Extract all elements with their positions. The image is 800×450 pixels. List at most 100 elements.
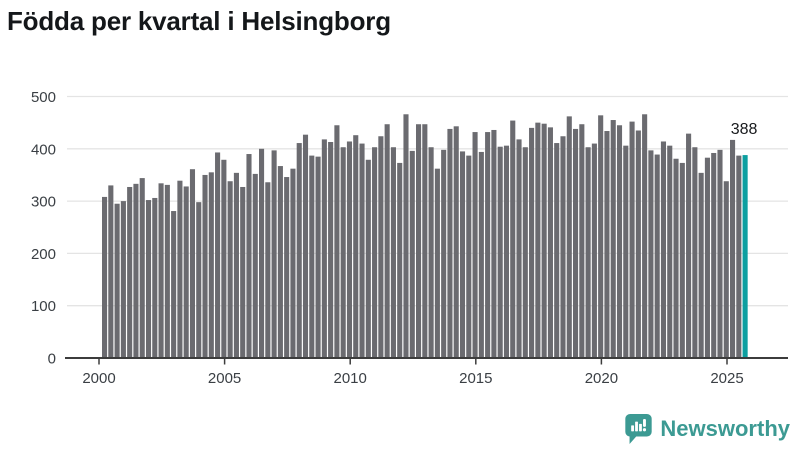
bar <box>510 120 516 358</box>
bar <box>686 133 692 358</box>
bar <box>152 197 158 358</box>
bar <box>145 200 152 358</box>
bar <box>541 123 547 358</box>
bar <box>183 186 189 358</box>
bar <box>547 127 553 358</box>
bar <box>171 211 177 358</box>
bar <box>240 186 246 358</box>
y-tick-label: 0 <box>48 351 56 368</box>
bar <box>604 131 610 358</box>
bar <box>397 162 403 358</box>
bar <box>252 173 258 358</box>
bar <box>309 155 315 358</box>
bar <box>717 149 723 358</box>
bar <box>346 141 353 358</box>
y-tick-label: 400 <box>31 141 56 158</box>
x-tick-label: 2010 <box>334 370 367 387</box>
bar <box>516 139 522 358</box>
bar <box>472 132 478 358</box>
bar <box>491 129 497 358</box>
x-tick-label: 2020 <box>585 370 618 387</box>
bar <box>736 155 742 358</box>
bar <box>409 150 415 358</box>
bar <box>315 156 321 358</box>
bar <box>560 136 566 358</box>
bar <box>378 136 384 358</box>
bar <box>259 148 265 358</box>
bar <box>390 147 396 358</box>
bar <box>102 196 108 358</box>
x-tick-label: 2005 <box>208 370 241 387</box>
bar-chart-speech-bubble-icon <box>625 413 653 445</box>
bar <box>573 128 579 358</box>
bar <box>579 124 585 358</box>
bar <box>441 149 447 358</box>
bar <box>296 143 302 358</box>
y-tick-label: 100 <box>31 298 56 315</box>
bar <box>215 152 221 358</box>
bar <box>623 145 629 358</box>
bar <box>196 202 202 358</box>
y-tick-label: 200 <box>31 246 56 263</box>
bar <box>353 135 359 358</box>
bar <box>635 130 641 358</box>
y-tick-label: 500 <box>31 89 56 106</box>
bar <box>522 147 528 358</box>
bar <box>284 177 290 358</box>
bar <box>403 114 409 358</box>
x-tick-label: 2015 <box>459 370 492 387</box>
bar <box>384 124 390 358</box>
bar <box>648 150 654 358</box>
bar <box>221 159 227 358</box>
bar <box>302 134 309 358</box>
bar <box>554 143 560 358</box>
bar <box>642 114 648 358</box>
bar <box>321 139 327 358</box>
bar <box>428 147 434 358</box>
bar <box>660 141 667 358</box>
bar <box>598 115 604 358</box>
bar <box>723 181 729 358</box>
bar <box>453 126 459 358</box>
bar <box>679 162 685 358</box>
bar <box>485 132 491 358</box>
bar <box>673 158 679 358</box>
bar <box>466 155 472 358</box>
highlighted-bar <box>742 155 748 358</box>
newsworthy-logo[interactable]: Newsworthy <box>624 413 790 445</box>
y-tick-label: 300 <box>31 194 56 211</box>
bar <box>610 120 616 358</box>
bar <box>698 172 704 358</box>
y-axis-labels: 0 100 200 300 400 500 <box>31 89 56 368</box>
bar <box>265 182 271 358</box>
bar <box>422 124 428 358</box>
bar <box>177 180 183 358</box>
bar <box>202 174 208 358</box>
bar <box>730 139 736 358</box>
bar <box>139 178 145 358</box>
bar <box>365 159 371 358</box>
bar <box>359 143 365 358</box>
bar <box>535 122 541 359</box>
bar <box>227 181 233 358</box>
bar <box>629 121 635 358</box>
bar <box>566 116 572 359</box>
bar <box>208 172 214 358</box>
bar <box>120 201 126 358</box>
bar <box>692 147 698 358</box>
bar <box>246 154 252 358</box>
bar <box>497 146 503 358</box>
bar <box>114 203 120 358</box>
bar <box>503 145 510 358</box>
x-axis-labels: 2000 2005 2010 2015 2020 2025 <box>82 358 744 387</box>
bar <box>158 183 164 358</box>
brand-name: Newsworthy <box>660 416 790 441</box>
highlight-value-label: 388 <box>731 121 758 138</box>
bar <box>667 145 673 358</box>
x-tick-label: 2025 <box>710 370 743 387</box>
bar <box>127 186 133 358</box>
bar <box>434 168 440 358</box>
bar <box>340 147 346 358</box>
bar <box>711 152 717 358</box>
chart-title: Födda per kvartal i Helsingborg <box>7 6 391 36</box>
